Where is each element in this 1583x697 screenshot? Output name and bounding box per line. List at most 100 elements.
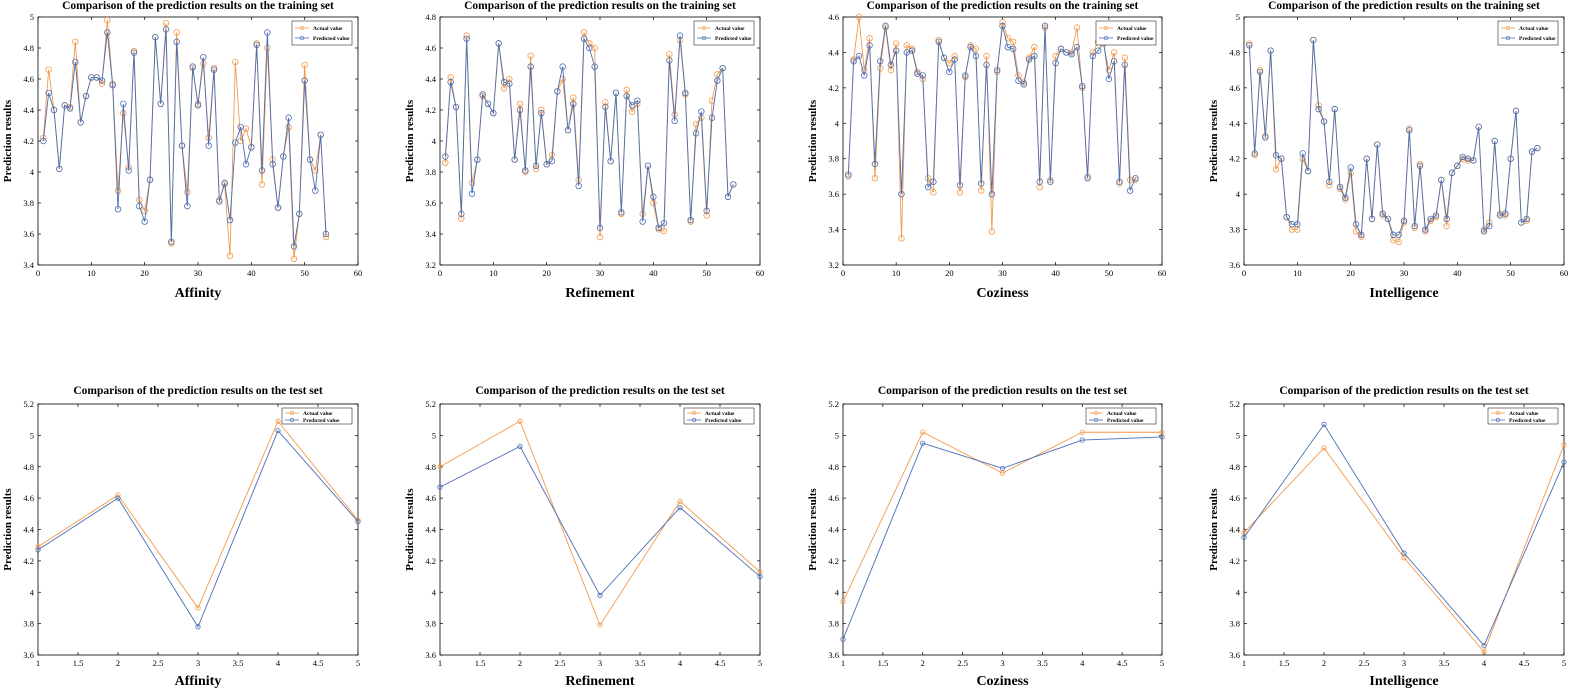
- data-point-actual: [903, 42, 910, 49]
- data-point-predicted: [1326, 178, 1333, 185]
- data-point-predicted: [845, 171, 852, 178]
- y-tick-label: 4.4: [23, 525, 34, 535]
- data-point-predicted: [978, 180, 985, 187]
- legend-label: Actual value: [705, 411, 735, 417]
- x-axis-label: Refinement: [565, 286, 635, 301]
- data-point-predicted: [1015, 77, 1022, 84]
- data-point-predicted: [967, 43, 974, 51]
- data-point-actual: [999, 19, 1006, 26]
- legend-swatch-marker: [299, 25, 305, 31]
- x-tick-label: 50: [1105, 268, 1114, 278]
- series-line-predicted: [842, 436, 1163, 640]
- legend-box: [1497, 20, 1559, 46]
- legend-label: Actual value: [1509, 411, 1539, 417]
- data-point-actual: [500, 85, 508, 92]
- y-tick-label: 4: [835, 587, 840, 597]
- x-axis-label: Coziness: [976, 286, 1029, 301]
- series-line-actual: [847, 16, 1136, 239]
- legend-swatch-marker: [1505, 35, 1511, 41]
- data-point-predicted: [1358, 231, 1365, 239]
- y-tick-label: 3.6: [23, 229, 34, 239]
- legend-swatch-marker: [701, 35, 707, 41]
- y-tick-label: 4.4: [1229, 118, 1240, 128]
- data-point-predicted: [522, 167, 529, 174]
- data-point-predicted: [676, 32, 684, 39]
- y-tick-label: 3.6: [23, 650, 34, 660]
- data-point-actual: [141, 207, 148, 214]
- data-point-predicted: [1523, 215, 1530, 223]
- data-point-predicted: [1368, 215, 1376, 223]
- data-point-predicted: [146, 176, 154, 183]
- data-point-actual: [221, 181, 228, 188]
- x-tick-label: 4.5: [1117, 658, 1128, 668]
- x-tick-label: 3: [1000, 658, 1004, 668]
- data-point-predicted: [495, 40, 502, 47]
- x-tick-label: 10: [489, 268, 498, 278]
- data-point-predicted: [72, 58, 79, 66]
- data-point-actual: [866, 35, 873, 42]
- y-tick-label: 3.8: [1229, 225, 1240, 235]
- data-point-actual: [978, 187, 985, 194]
- data-point-predicted: [1256, 68, 1264, 76]
- legend-label: Predicted value: [313, 36, 350, 42]
- data-point-actual: [983, 52, 990, 60]
- data-point-predicted: [1241, 534, 1247, 540]
- data-point-predicted: [484, 100, 492, 107]
- data-point-actual: [1031, 43, 1038, 51]
- legend-swatch-marker: [1103, 35, 1109, 41]
- x-tick-label: 5: [1160, 658, 1164, 668]
- legend-box: [1487, 407, 1559, 425]
- data-point-predicted: [1416, 162, 1424, 169]
- y-tick-label: 3.6: [828, 650, 839, 660]
- x-tick-label: 2.5: [1359, 658, 1370, 668]
- data-point-predicted: [570, 100, 577, 107]
- x-tick-label: 3.5: [1439, 658, 1450, 668]
- data-point-predicted: [511, 156, 518, 163]
- data-point-predicted: [634, 97, 641, 104]
- data-point-predicted: [623, 92, 630, 100]
- data-point-predicted: [993, 66, 1001, 74]
- legend-swatch-marker: [1093, 417, 1099, 423]
- y-axis-label: Prediction results: [404, 99, 416, 182]
- chart-title: Comparison of the prediction results on …: [1268, 0, 1540, 12]
- data-point-predicted: [892, 47, 900, 54]
- data-point-predicted: [532, 162, 540, 169]
- data-point-predicted: [575, 182, 582, 190]
- chart-title: Comparison of the prediction results on …: [62, 0, 334, 12]
- data-point-predicted: [130, 49, 138, 56]
- legend: Actual value Predicted value: [1095, 20, 1157, 46]
- x-tick-label: 40: [649, 268, 658, 278]
- legend-swatch-marker: [691, 417, 697, 423]
- y-tick-label: 4.6: [23, 493, 34, 503]
- data-point-predicted: [908, 47, 916, 54]
- data-point-actual: [692, 120, 700, 128]
- y-tick-label: 4.4: [23, 105, 34, 115]
- data-point-predicted: [559, 63, 566, 70]
- x-tick-label: 3.5: [1037, 658, 1048, 668]
- x-tick-label: 3.5: [635, 658, 646, 668]
- data-point-predicted: [1379, 210, 1386, 217]
- data-point-predicted: [840, 636, 846, 642]
- data-point-actual: [951, 52, 958, 60]
- data-point-predicted: [200, 54, 207, 61]
- data-point-predicted: [114, 205, 122, 213]
- data-point-actual: [437, 464, 443, 470]
- legend-swatch-marker: [289, 410, 295, 416]
- data-point-predicted: [258, 167, 266, 174]
- x-tick-label: 30: [194, 268, 203, 278]
- x-tick-label: 40: [247, 268, 256, 278]
- data-point-actual: [650, 199, 657, 207]
- data-point-actual: [840, 599, 846, 605]
- data-point-predicted: [162, 26, 170, 33]
- y-tick-label: 4.2: [828, 83, 839, 93]
- data-point-actual: [602, 99, 609, 106]
- y-tick-label: 4: [835, 118, 840, 128]
- data-point-predicted: [312, 187, 319, 194]
- data-point-predicted: [1502, 210, 1509, 217]
- series-line-predicted: [439, 445, 761, 597]
- data-point-predicted: [136, 202, 143, 210]
- data-point-actual: [532, 165, 540, 173]
- data-point-predicted: [956, 182, 964, 189]
- data-point-actual: [258, 181, 266, 188]
